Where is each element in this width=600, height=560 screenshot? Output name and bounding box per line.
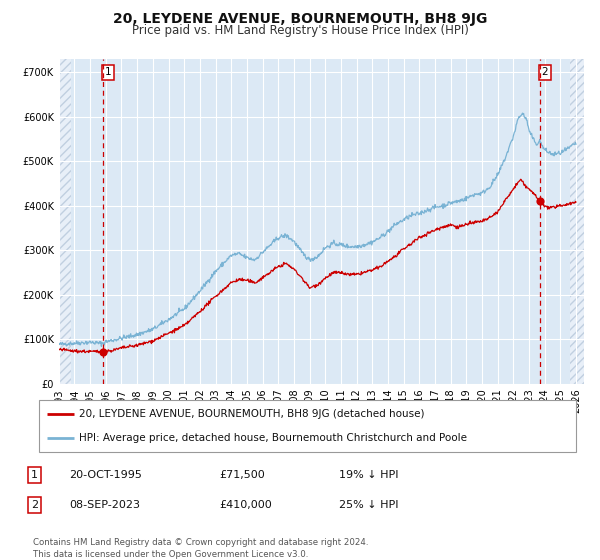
Text: £410,000: £410,000	[219, 500, 272, 510]
Text: 20, LEYDENE AVENUE, BOURNEMOUTH, BH8 9JG: 20, LEYDENE AVENUE, BOURNEMOUTH, BH8 9JG	[113, 12, 487, 26]
Text: HPI: Average price, detached house, Bournemouth Christchurch and Poole: HPI: Average price, detached house, Bour…	[79, 433, 467, 443]
Point	[98, 347, 107, 356]
Text: 25% ↓ HPI: 25% ↓ HPI	[339, 500, 398, 510]
Text: Price paid vs. HM Land Registry's House Price Index (HPI): Price paid vs. HM Land Registry's House …	[131, 24, 469, 37]
Text: Contains HM Land Registry data © Crown copyright and database right 2024.
This d: Contains HM Land Registry data © Crown c…	[33, 538, 368, 559]
FancyBboxPatch shape	[39, 400, 576, 452]
Polygon shape	[59, 59, 71, 384]
Point	[535, 197, 544, 206]
Text: 08-SEP-2023: 08-SEP-2023	[69, 500, 140, 510]
Text: 20, LEYDENE AVENUE, BOURNEMOUTH, BH8 9JG (detached house): 20, LEYDENE AVENUE, BOURNEMOUTH, BH8 9JG…	[79, 409, 425, 419]
Text: 2: 2	[541, 67, 548, 77]
Text: 1: 1	[104, 67, 111, 77]
Text: £71,500: £71,500	[219, 470, 265, 480]
Text: 2: 2	[31, 500, 38, 510]
Text: 20-OCT-1995: 20-OCT-1995	[69, 470, 142, 480]
Polygon shape	[569, 59, 584, 384]
Text: 1: 1	[31, 470, 38, 480]
Text: 19% ↓ HPI: 19% ↓ HPI	[339, 470, 398, 480]
